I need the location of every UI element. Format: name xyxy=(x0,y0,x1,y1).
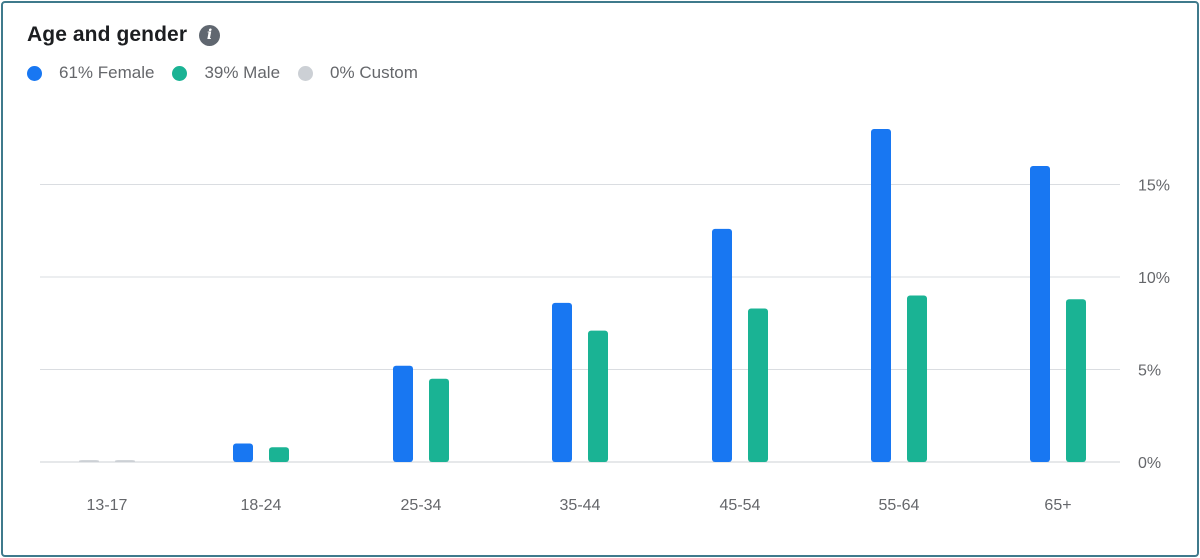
y-tick-label: 15% xyxy=(1138,178,1170,195)
bar-male-25-34[interactable] xyxy=(429,378,449,462)
legend-label-female: 61% Female xyxy=(59,63,155,82)
bar-female-65+[interactable] xyxy=(1030,166,1050,462)
bar-female-18-24[interactable] xyxy=(233,443,253,463)
x-tick-label: 25-34 xyxy=(401,497,442,514)
info-icon[interactable]: i xyxy=(199,24,221,46)
x-tick-label: 65+ xyxy=(1044,497,1071,514)
bar-male-13-17[interactable] xyxy=(115,460,135,462)
bar-male-65+[interactable] xyxy=(1066,299,1086,462)
custom-dot-icon xyxy=(298,65,314,81)
legend-label-male: 39% Male xyxy=(204,63,281,82)
chart-legend: 61% Female 39% Male 0% Custom xyxy=(27,63,436,83)
bar-male-35-44[interactable] xyxy=(588,330,608,462)
legend-item-custom[interactable]: 0% Custom xyxy=(298,63,418,83)
x-tick-label: 13-17 xyxy=(87,497,128,514)
x-tick-label: 55-64 xyxy=(879,497,920,514)
y-tick-label: 0% xyxy=(1138,455,1161,472)
x-tick-label: 35-44 xyxy=(560,497,601,514)
x-tick-label: 45-54 xyxy=(720,497,761,514)
bar-female-45-54[interactable] xyxy=(712,228,732,462)
x-tick-label: 18-24 xyxy=(241,497,282,514)
bar-female-35-44[interactable] xyxy=(552,302,572,462)
card-title: Age and gender xyxy=(27,23,188,46)
bar-female-55-64[interactable] xyxy=(871,129,891,462)
female-dot-icon xyxy=(27,65,42,81)
card-header: Age and gender i xyxy=(27,23,221,47)
legend-item-female[interactable]: 61% Female xyxy=(27,63,154,83)
bar-male-45-54[interactable] xyxy=(748,308,768,462)
bar-male-18-24[interactable] xyxy=(269,447,289,462)
legend-label-custom: 0% Custom xyxy=(330,63,418,82)
y-tick-label: 5% xyxy=(1138,363,1161,380)
bar-female-13-17[interactable] xyxy=(79,460,99,462)
legend-item-male[interactable]: 39% Male xyxy=(172,63,280,83)
bar-female-25-34[interactable] xyxy=(393,365,413,462)
male-dot-icon xyxy=(172,65,188,81)
bar-male-55-64[interactable] xyxy=(907,295,927,463)
y-tick-label: 10% xyxy=(1138,270,1170,287)
